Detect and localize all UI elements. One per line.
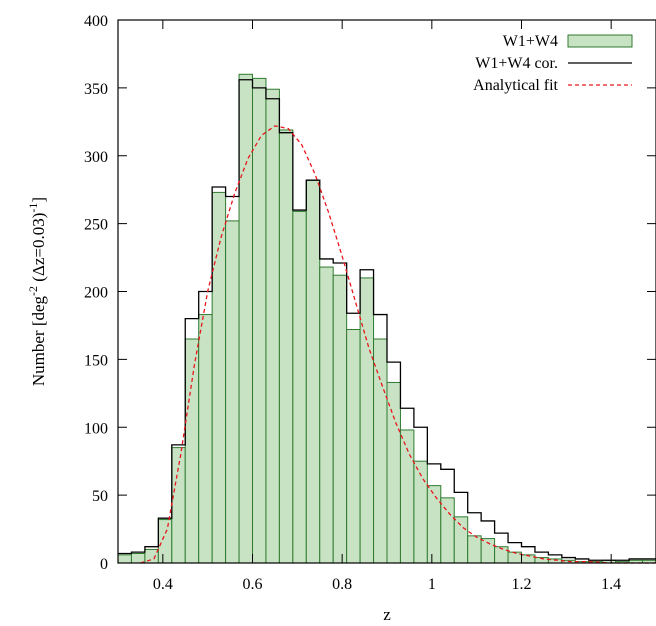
legend-label-fit: Analytical fit (473, 77, 558, 94)
histogram-bar (440, 497, 455, 564)
y-tick-label: 200 (84, 285, 108, 302)
y-axis-title-part: -1 (26, 203, 40, 213)
y-tick-label: 250 (84, 217, 108, 234)
histogram-bar (426, 485, 442, 564)
fit-curve (140, 125, 656, 564)
y-axis-title-part: (Δz=0.03) (29, 213, 48, 286)
histogram-bar (225, 220, 240, 564)
histogram-bar (292, 210, 307, 564)
legend: W1+W4 W1+W4 cor. Analytical fit (473, 33, 633, 94)
histogram-bar (265, 88, 280, 564)
histogram-bar (278, 129, 294, 564)
histogram-bar (332, 274, 348, 564)
histogram-bar (453, 516, 469, 564)
histogram-bar (184, 338, 200, 564)
histogram-bar (117, 554, 132, 564)
y-tick-label: 350 (84, 81, 108, 98)
x-tick-label: 1 (428, 576, 436, 593)
histogram-bar (467, 535, 482, 564)
y-tick-label: 50 (92, 488, 108, 505)
y-axis-title-part: Number [deg (29, 295, 48, 386)
y-tick-label: 400 (84, 13, 108, 30)
histogram-bar (198, 314, 213, 564)
x-tick-label: 0.4 (153, 576, 173, 593)
x-tick-label: 0.6 (243, 576, 263, 593)
histogram-bar (171, 447, 186, 564)
y-tick-label: 100 (84, 420, 108, 437)
y-tick-label: 300 (84, 149, 108, 166)
x-tick-label: 0.8 (332, 576, 352, 593)
y-axis-title-part: -2 (26, 286, 40, 296)
y-tick-label: 150 (84, 352, 108, 369)
y-axis-title: Number [deg-2 (Δz=0.03)-1] (26, 197, 48, 386)
y-tick-label: 0 (100, 556, 108, 573)
w1w4-bars (117, 73, 656, 564)
legend-swatch-w1w4 (567, 34, 633, 48)
y-axis-title-part: ] (29, 197, 48, 203)
histogram-bar (346, 329, 361, 564)
histogram-bar (359, 277, 375, 564)
histogram-bar (319, 266, 334, 564)
axes: 0.4 0.6 0.8 1 1.2 1.4 0 50 100 150 200 250 300 350 400… (26, 13, 656, 624)
histogram-bar (413, 460, 428, 564)
histogram-bar (144, 548, 159, 564)
histogram-bar (373, 338, 388, 564)
histogram-bar (305, 179, 321, 564)
x-axis-title: z (383, 605, 391, 624)
histogram-bar (386, 381, 401, 564)
x-tick-label: 1.2 (512, 576, 532, 593)
legend-label-w1w4: W1+W4 (503, 33, 558, 50)
x-tick-label: 1.4 (601, 576, 621, 593)
histogram-bar (238, 73, 254, 564)
histogram-bar (252, 77, 267, 564)
histogram-bar (157, 519, 173, 564)
analytical-fit (140, 125, 656, 564)
legend-label-w1w4-cor: W1+W4 cor. (475, 55, 558, 72)
